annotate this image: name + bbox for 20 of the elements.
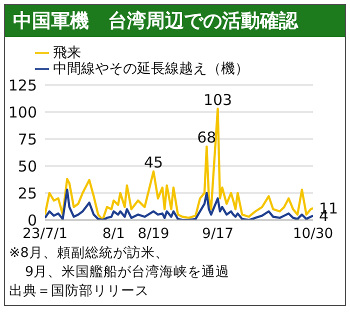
x-tick-label: 8/19 [138,226,170,242]
legend-label: 中間線やその延長線越え（機） [53,61,249,77]
legend-label: 飛来 [53,45,81,61]
y-tick-label: 125 [8,76,37,94]
x-tick-label: 9/17 [202,226,234,242]
y-tick-label: 50 [18,157,37,176]
y-tick-label: 75 [18,130,37,148]
x-tick-label: 10/30 [292,226,334,242]
source-note: 出典＝国防部リリース [9,282,150,301]
chart-title: 中国軍機 台湾周辺での活動確認 [5,5,345,37]
text: ※8月、頼副総統が訪米、 [9,244,170,263]
annotation: 103 [203,90,232,109]
x-tick-label: 23/7/1 [22,226,68,242]
text: 9月、米国艦船が台湾海峡を通過 [24,263,231,282]
y-tick-label: 25 [18,184,37,202]
y-tick-label: 100 [8,103,37,122]
x-tick-label: 8/1 [102,226,125,242]
line-series [45,108,313,220]
line-series [45,188,313,220]
annotation: 45 [144,153,164,172]
